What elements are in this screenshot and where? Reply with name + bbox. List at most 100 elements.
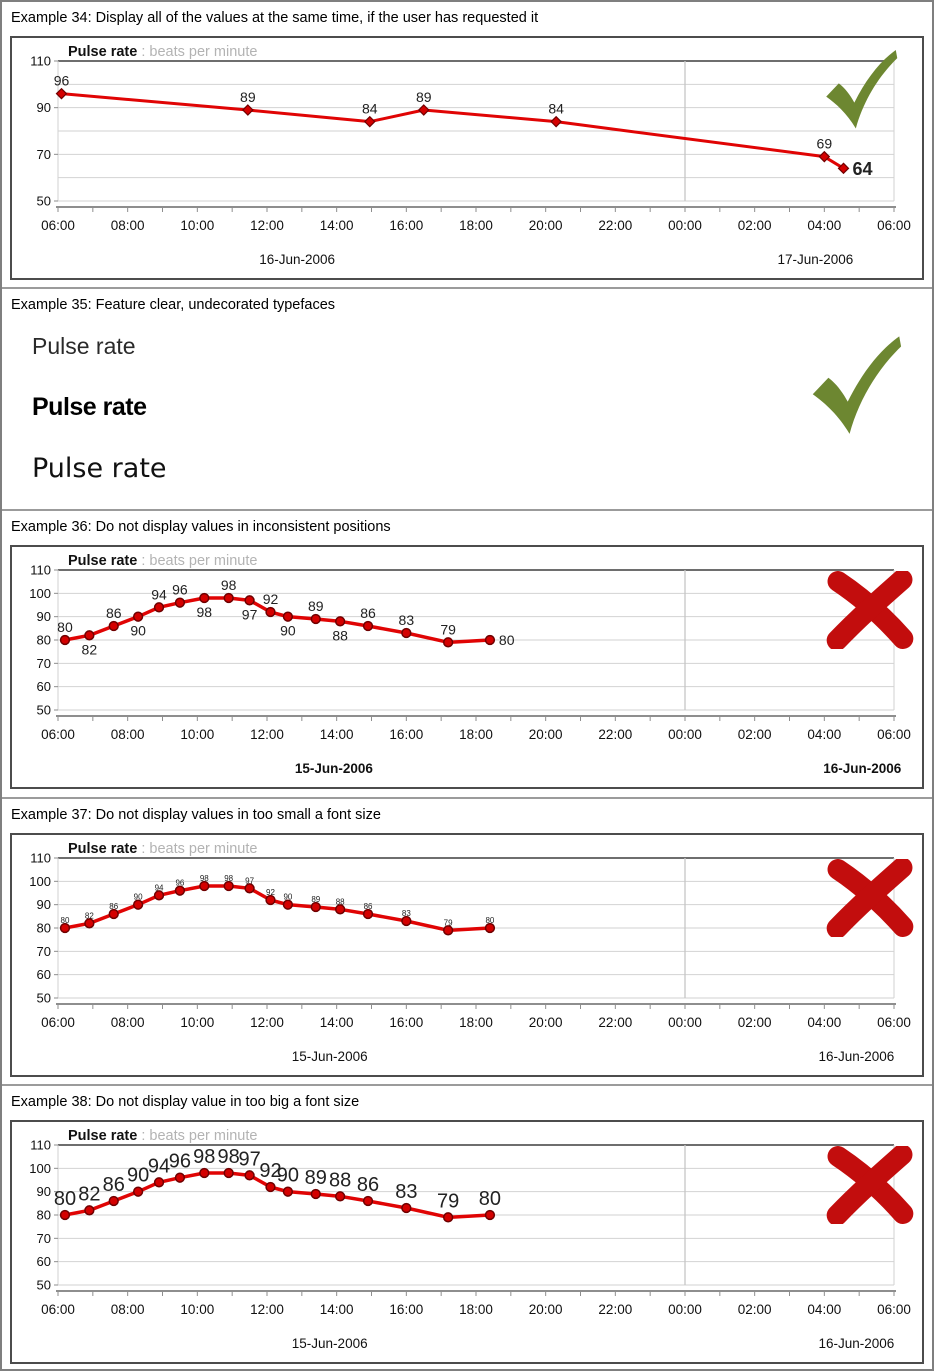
svg-text:110: 110	[30, 851, 51, 866]
svg-text:79: 79	[437, 1190, 459, 1212]
typeface-sample-bold: Pulse rate	[32, 393, 147, 421]
svg-text:89: 89	[240, 89, 256, 105]
svg-text:110: 110	[30, 1138, 51, 1153]
svg-text:14:00: 14:00	[320, 218, 354, 233]
svg-text:88: 88	[332, 627, 348, 643]
svg-text:15-Jun-2006: 15-Jun-2006	[292, 1049, 368, 1064]
svg-text:83: 83	[399, 612, 415, 628]
svg-text:17-Jun-2006: 17-Jun-2006	[778, 252, 854, 267]
svg-text:90: 90	[37, 897, 51, 912]
svg-text:84: 84	[548, 101, 564, 117]
svg-text:16-Jun-2006: 16-Jun-2006	[818, 1336, 894, 1351]
svg-text:80: 80	[485, 916, 494, 925]
svg-text:98: 98	[193, 1146, 215, 1168]
svg-text:08:00: 08:00	[111, 218, 145, 233]
svg-text:50: 50	[37, 703, 51, 718]
svg-text:90: 90	[283, 893, 292, 902]
svg-text:12:00: 12:00	[250, 1302, 284, 1317]
svg-text:18:00: 18:00	[459, 218, 493, 233]
svg-text:70: 70	[37, 1231, 51, 1246]
svg-text:Pulse rate : beats per minute: Pulse rate : beats per minute	[68, 1128, 257, 1144]
svg-text:80: 80	[479, 1188, 501, 1210]
svg-text:15-Jun-2006: 15-Jun-2006	[295, 761, 374, 776]
svg-text:86: 86	[106, 605, 122, 621]
typeface-sample-light: Pulse rate	[32, 333, 136, 359]
svg-text:96: 96	[172, 582, 188, 598]
svg-text:15-Jun-2006: 15-Jun-2006	[292, 1336, 368, 1351]
svg-text:86: 86	[357, 1174, 379, 1196]
pulse-rate-chart-example-36: 110 100 90 80 70 60 50 06:00 08:00 10:00 12:00 14:0…	[10, 545, 924, 789]
svg-text:96: 96	[169, 1151, 191, 1173]
svg-text:69: 69	[817, 136, 833, 152]
svg-text:06:00: 06:00	[41, 1015, 75, 1030]
svg-text:90: 90	[37, 609, 51, 624]
svg-text:Pulse rate : beats per minute: Pulse rate : beats per minute	[68, 44, 257, 60]
svg-text:10:00: 10:00	[180, 1302, 214, 1317]
svg-text:22:00: 22:00	[598, 1015, 632, 1030]
svg-text:04:00: 04:00	[807, 1302, 841, 1317]
svg-text:82: 82	[82, 641, 98, 657]
section-example-38: Example 38: Do not display value in too …	[2, 1086, 932, 1369]
svg-text:90: 90	[277, 1165, 299, 1187]
svg-text:16:00: 16:00	[389, 218, 423, 233]
svg-text:04:00: 04:00	[807, 1015, 841, 1030]
svg-text:50: 50	[37, 1278, 51, 1293]
svg-text:Pulse rate : beats per minute: Pulse rate : beats per minute	[68, 553, 257, 569]
svg-text:100: 100	[29, 874, 51, 889]
svg-text:88: 88	[336, 897, 345, 906]
svg-text:90: 90	[37, 100, 51, 115]
svg-text:10:00: 10:00	[180, 727, 214, 742]
svg-text:79: 79	[440, 621, 456, 637]
pulse-rate-chart-example-38: 110 100 90 80 70 60 50 06:00 08:00 10:00 12:00 14:0…	[10, 1120, 924, 1364]
svg-text:97: 97	[245, 876, 254, 885]
svg-text:06:00: 06:00	[877, 1302, 911, 1317]
svg-text:14:00: 14:00	[320, 1302, 354, 1317]
svg-text:06:00: 06:00	[877, 1015, 911, 1030]
svg-text:79: 79	[444, 918, 453, 927]
svg-text:80: 80	[37, 633, 51, 648]
svg-text:06:00: 06:00	[877, 218, 911, 233]
svg-text:50: 50	[37, 991, 51, 1006]
svg-text:70: 70	[37, 147, 51, 162]
svg-text:50: 50	[37, 194, 51, 209]
svg-text:22:00: 22:00	[598, 218, 632, 233]
svg-text:82: 82	[78, 1183, 100, 1205]
svg-text:83: 83	[395, 1181, 417, 1203]
svg-text:16:00: 16:00	[389, 1302, 423, 1317]
example-37-caption: Example 37: Do not display values in too…	[11, 807, 381, 823]
svg-text:04:00: 04:00	[807, 727, 841, 742]
svg-text:90: 90	[134, 893, 143, 902]
svg-text:88: 88	[329, 1169, 351, 1191]
pulse-rate-line-chart: 110 100 90 80 70 60 50 06:00 08:00 10:00 12:00 14:0…	[29, 553, 911, 776]
svg-text:20:00: 20:00	[529, 1302, 563, 1317]
svg-text:02:00: 02:00	[738, 1015, 772, 1030]
svg-text:00:00: 00:00	[668, 218, 702, 233]
svg-text:86: 86	[103, 1174, 125, 1196]
svg-text:80: 80	[37, 1208, 51, 1223]
svg-text:82: 82	[85, 911, 94, 920]
svg-text:00:00: 00:00	[668, 727, 702, 742]
svg-text:10:00: 10:00	[180, 218, 214, 233]
svg-text:02:00: 02:00	[738, 1302, 772, 1317]
svg-text:12:00: 12:00	[250, 727, 284, 742]
section-example-35: Example 35: Feature clear, undecorated t…	[2, 289, 932, 511]
pulse-rate-chart-example-37: 110 100 90 80 70 60 50 06:00 08:00 10:00 12:00 14:0…	[10, 833, 924, 1077]
svg-text:22:00: 22:00	[598, 727, 632, 742]
svg-text:98: 98	[218, 1146, 240, 1168]
svg-text:00:00: 00:00	[668, 1302, 702, 1317]
pulse-rate-line-chart: 110 100 90 80 70 60 50 06:00 08:00 10:00 12:00 14:0…	[29, 841, 911, 1064]
svg-text:98: 98	[197, 604, 213, 620]
svg-text:86: 86	[364, 902, 373, 911]
svg-text:16:00: 16:00	[389, 1015, 423, 1030]
svg-text:16-Jun-2006: 16-Jun-2006	[818, 1049, 894, 1064]
example-36-caption: Example 36: Do not display values in inc…	[11, 519, 391, 535]
svg-text:06:00: 06:00	[41, 727, 75, 742]
svg-text:97: 97	[242, 606, 258, 622]
svg-text:60: 60	[37, 1254, 51, 1269]
svg-text:20:00: 20:00	[529, 1015, 563, 1030]
svg-text:100: 100	[29, 586, 51, 601]
example-35-caption: Example 35: Feature clear, undecorated t…	[11, 297, 336, 313]
svg-text:90: 90	[280, 623, 296, 639]
svg-text:08:00: 08:00	[111, 727, 145, 742]
